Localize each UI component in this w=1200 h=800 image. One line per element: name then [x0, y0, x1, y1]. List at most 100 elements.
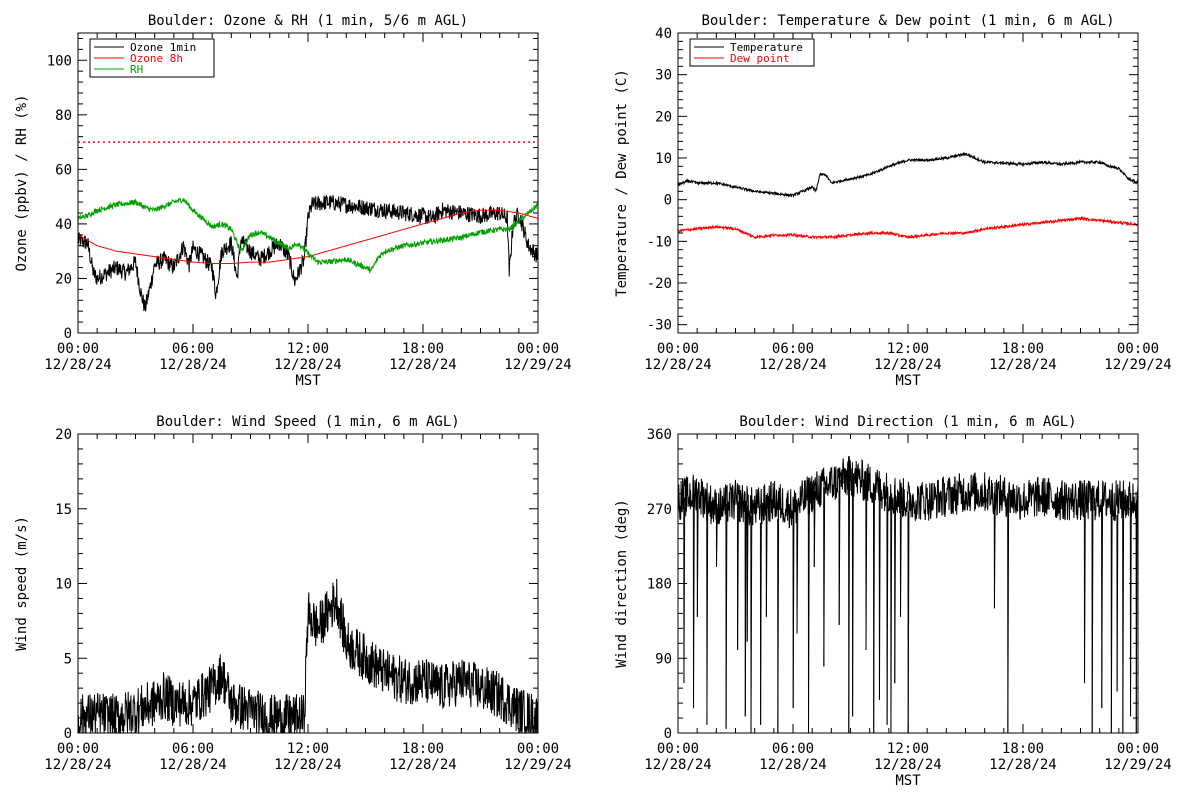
x-tick-date-label: 12/28/24	[274, 357, 341, 373]
direction-spike	[852, 476, 854, 717]
legend-label: Dew point	[730, 52, 790, 65]
y-tick-label: 270	[647, 502, 672, 518]
y-tick-label: 20	[655, 109, 672, 125]
x-tick-time-label: 12:00	[287, 741, 329, 757]
legend-label: Temperature	[730, 41, 803, 54]
direction-spike	[777, 502, 780, 734]
chart-panel-4: Boulder: Wind Direction (1 min, 6 m AGL)…	[614, 414, 1172, 789]
y-tick-label: 360	[647, 427, 672, 443]
direction-spike	[886, 491, 889, 725]
direction-spike	[823, 486, 826, 667]
x-tick-date-label: 12/28/24	[644, 357, 711, 373]
direction-spike	[1130, 500, 1132, 717]
direction-spike	[744, 505, 747, 717]
y-tick-label: 10	[55, 577, 72, 593]
legend-label: Ozone 1min	[130, 41, 196, 54]
x-tick-date-label: 12/28/24	[874, 757, 941, 773]
direction-spike	[765, 503, 768, 617]
y-tick-label: 10	[655, 151, 672, 167]
series-line-1	[678, 456, 1138, 529]
x-tick-time-label: 12:00	[887, 741, 929, 757]
y-tick-label: 40	[655, 26, 672, 42]
direction-spike	[890, 493, 893, 734]
legend-box	[689, 38, 815, 67]
direction-spike	[1091, 500, 1094, 734]
y-tick-label: 60	[55, 162, 72, 178]
direction-spike	[900, 497, 902, 617]
x-tick-date-label: 12/28/24	[989, 357, 1056, 373]
chart-title: Boulder: Ozone & RH (1 min, 5/6 m AGL)	[148, 13, 468, 29]
direction-spike	[848, 475, 851, 734]
chart-title: Boulder: Wind Speed (1 min, 6 m AGL)	[156, 414, 459, 430]
x-tick-date-label: 12/28/24	[159, 757, 226, 773]
y-axis-label: Ozone (ppbv) / RH (%)	[14, 94, 30, 271]
x-tick-time-label: 12:00	[887, 341, 929, 357]
series-line-rh	[78, 197, 538, 274]
y-tick-label: -30	[647, 318, 672, 334]
y-axis-label: Wind direction (deg)	[614, 499, 630, 668]
direction-spike	[808, 494, 810, 734]
x-tick-date-label: 12/29/24	[504, 357, 571, 373]
direction-spike	[683, 497, 686, 684]
direction-spike	[873, 485, 875, 734]
direction-spike	[1116, 500, 1119, 692]
chart-panel-1: Boulder: Ozone & RH (1 min, 5/6 m AGL) 0 2…	[14, 13, 572, 389]
y-tick-label: 15	[55, 502, 72, 518]
chart-panel-2: Boulder: Temperature & Dew point (1 min,…	[614, 13, 1172, 389]
direction-spike	[746, 505, 749, 642]
x-tick-time-label: 00:00	[57, 341, 99, 357]
y-tick-label: 40	[55, 217, 72, 233]
x-tick-date-label: 12/28/24	[759, 357, 826, 373]
chart-panel-3: Boulder: Wind Speed (1 min, 6 m AGL) 0 5 10…	[14, 414, 572, 773]
direction-spike	[813, 490, 816, 567]
x-tick-time-label: 00:00	[57, 741, 99, 757]
x-tick-date-label: 12/28/24	[274, 757, 341, 773]
x-tick-time-label: 00:00	[657, 341, 699, 357]
legend-label: Ozone 8h	[130, 52, 183, 65]
y-tick-label: 100	[47, 53, 72, 69]
direction-spike	[993, 494, 996, 609]
direction-spike	[750, 507, 753, 734]
direction-spike	[865, 482, 868, 650]
direction-spike	[1084, 500, 1086, 684]
plot-frame	[77, 32, 539, 334]
direction-spike	[1101, 500, 1104, 709]
y-tick-label: 0	[664, 193, 672, 209]
y-axis-label: Wind speed (m/s)	[14, 516, 30, 651]
direction-spike	[1122, 500, 1125, 734]
legend-label: RH	[130, 63, 143, 76]
x-tick-date-label: 12/28/24	[644, 757, 711, 773]
x-tick-date-label: 12/28/24	[874, 357, 941, 373]
x-tick-date-label: 12/28/24	[389, 757, 456, 773]
y-tick-label: 20	[55, 427, 72, 443]
chart-title: Boulder: Temperature & Dew point (1 min,…	[701, 13, 1114, 29]
y-tick-label: 180	[647, 577, 672, 593]
x-tick-date-label: 12/29/24	[1104, 757, 1171, 773]
direction-spike	[760, 505, 762, 725]
direction-spike	[725, 504, 728, 729]
x-tick-time-label: 06:00	[772, 341, 814, 357]
x-tick-date-label: 12/28/24	[44, 757, 111, 773]
x-axis-label: MST	[895, 773, 921, 789]
y-tick-label: 0	[64, 726, 72, 742]
direction-spike	[1007, 497, 1010, 734]
x-tick-time-label: 00:00	[1117, 341, 1159, 357]
direction-spike	[838, 480, 841, 626]
direction-spike	[907, 500, 910, 734]
x-tick-time-label: 12:00	[287, 341, 329, 357]
x-tick-date-label: 12/28/24	[989, 757, 1056, 773]
x-tick-time-label: 00:00	[657, 741, 699, 757]
chart-title: Boulder: Wind Direction (1 min, 6 m AGL)	[739, 414, 1076, 430]
series-line-1	[78, 578, 538, 733]
x-tick-date-label: 12/28/24	[159, 357, 226, 373]
direction-spike	[737, 501, 739, 650]
direction-spike	[1110, 500, 1113, 734]
series-line-dew-point	[678, 215, 1138, 241]
y-tick-label: 30	[655, 68, 672, 84]
direction-spike	[878, 488, 881, 700]
direction-spike	[706, 501, 709, 725]
x-tick-time-label: 18:00	[402, 741, 444, 757]
y-tick-label: 0	[664, 726, 672, 742]
direction-spike	[716, 508, 718, 567]
